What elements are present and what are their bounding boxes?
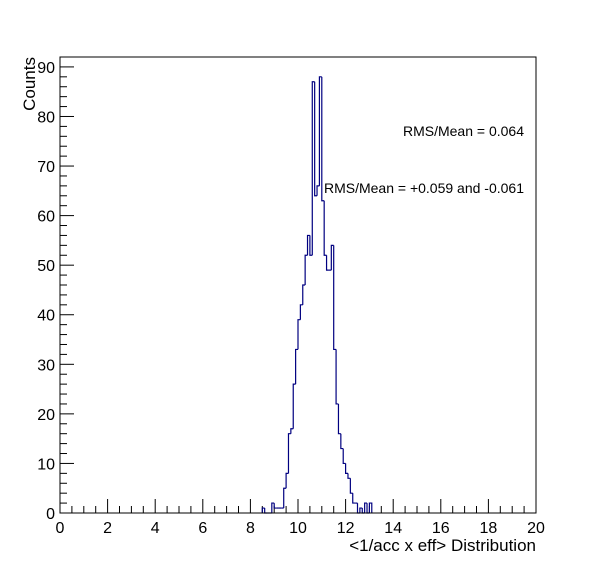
x-tick-label: 0 — [56, 520, 65, 537]
plot-area: 0 2 4 6 8 10 12 14 16 18 20 0 10 20 30 40 50 60 70 80 90 — [37, 56, 545, 537]
y-tick-label: 40 — [37, 308, 55, 325]
histogram-bin — [290, 428, 294, 434]
histogram-bin — [340, 433, 344, 450]
histogram-bin — [273, 503, 277, 509]
x-tick-label: 18 — [480, 520, 498, 537]
x-tick-label: 10 — [289, 520, 307, 537]
histogram-bin — [345, 463, 348, 474]
histogram-bin — [292, 383, 296, 429]
x-tick-label: 8 — [246, 520, 255, 537]
histogram-bin — [297, 319, 301, 350]
x-tick-label: 6 — [198, 520, 207, 537]
histogram-bin — [364, 502, 368, 513]
histogram-bin — [368, 502, 373, 513]
x-tick-label: 14 — [384, 520, 402, 537]
histogram-bin — [318, 76, 322, 186]
histogram-bin — [287, 433, 291, 474]
x-tick-label: 12 — [337, 520, 355, 537]
histogram-bin — [323, 200, 327, 256]
histogram-bin — [283, 487, 287, 509]
histogram-bin — [349, 478, 353, 494]
histogram-bin — [325, 255, 329, 271]
annotation-rms-mean-asym: RMS/Mean = +0.059 and -0.061 — [324, 180, 524, 196]
y-tick-label: 50 — [37, 258, 55, 275]
x-tick-label: 4 — [151, 520, 160, 537]
histogram-bin — [335, 349, 339, 405]
x-tick-label: 16 — [432, 520, 450, 537]
histogram-bin — [342, 448, 346, 465]
histogram-bin — [309, 235, 313, 256]
histogram-bin — [299, 304, 303, 320]
y-tick-label: 70 — [37, 159, 55, 176]
y-tick-label: 90 — [37, 60, 55, 77]
histogram-bin — [314, 81, 318, 197]
histogram-bin — [302, 284, 306, 305]
histogram-bin — [311, 81, 315, 256]
histogram-bin — [352, 493, 356, 504]
x-axis-title: <1/acc x eff> Distribution — [349, 536, 536, 555]
y-tick-label: 10 — [37, 456, 55, 473]
y-axis-title: Counts — [20, 57, 39, 111]
y-tick-label: 60 — [37, 209, 55, 226]
histogram-bin — [337, 403, 341, 435]
histogram-bin — [359, 507, 363, 513]
y-tick-label: 20 — [37, 407, 55, 424]
histogram-bin — [295, 348, 298, 385]
histogram-bin — [333, 245, 337, 351]
histogram-bin — [321, 76, 325, 202]
histogram-bin — [316, 185, 320, 196]
histogram-bin — [271, 502, 275, 513]
x-tick-label: 2 — [103, 520, 112, 537]
histogram-bin — [304, 254, 308, 285]
y-tick-label: 30 — [37, 357, 55, 374]
histogram-bin — [347, 473, 351, 479]
histogram-bin — [261, 507, 265, 513]
y-tick-label: 0 — [46, 506, 55, 523]
histogram-bin — [306, 234, 310, 256]
annotation-rms-mean: RMS/Mean = 0.064 — [403, 123, 524, 139]
plot-frame — [59, 56, 537, 514]
histogram-bin — [330, 244, 334, 271]
x-tick-label: 20 — [527, 520, 545, 537]
y-tick-label: 80 — [37, 109, 55, 126]
histogram-bin — [285, 472, 289, 489]
